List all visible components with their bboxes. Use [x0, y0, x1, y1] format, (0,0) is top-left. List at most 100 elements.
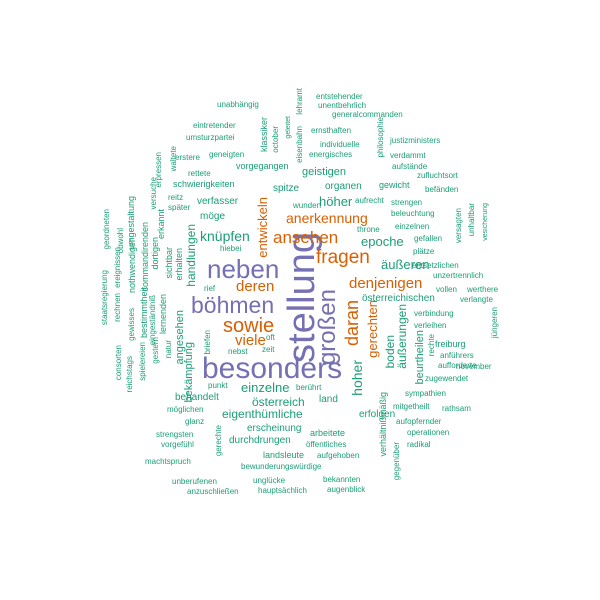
- word: operationen: [407, 428, 450, 437]
- word: consorten: [114, 345, 123, 381]
- word: höher: [319, 194, 353, 209]
- word: natur: [164, 340, 173, 359]
- word: sowie: [223, 315, 275, 337]
- word: verfasser: [197, 196, 239, 207]
- word: geleitet: [285, 116, 292, 139]
- word: durchdrungen: [229, 435, 291, 446]
- word: gerechte: [214, 425, 223, 457]
- word: versagten: [454, 208, 463, 244]
- word: strengen: [391, 198, 423, 207]
- word: umgestaltung: [126, 196, 136, 251]
- word: individuelle: [320, 140, 360, 149]
- word: organen: [325, 181, 362, 192]
- word: österreich: [252, 395, 305, 409]
- word: landsleute: [263, 450, 305, 460]
- word: unhaltbar: [467, 203, 476, 237]
- word: gegenüber: [392, 442, 401, 481]
- word: sympathien: [405, 389, 446, 398]
- word: aufopfernder: [396, 417, 442, 426]
- word: erhalten: [174, 248, 184, 281]
- word: erfolgen: [359, 409, 396, 420]
- word: november: [456, 362, 492, 371]
- word: unberufenen: [172, 477, 217, 486]
- word: rechte: [427, 334, 436, 357]
- word: eisenbahn: [295, 126, 304, 163]
- word: daran: [342, 300, 362, 347]
- word: hoher: [349, 360, 365, 396]
- word: unentbehrlich: [318, 101, 367, 110]
- word: throne: [357, 225, 380, 234]
- word: einzelne: [241, 380, 290, 395]
- word: viele: [235, 332, 266, 349]
- word: aufgehoben: [317, 451, 360, 460]
- word: zeit: [262, 345, 275, 354]
- word: gewisses: [127, 308, 136, 341]
- word: mitgetheilt: [393, 402, 430, 411]
- word: entsetzlichen: [412, 261, 459, 270]
- word: lernenden: [158, 294, 168, 335]
- word: erscheinung: [247, 423, 302, 434]
- word: bewunderungswürdige: [241, 462, 322, 471]
- word: umsturzpartei: [186, 133, 235, 142]
- word: anzuschließen: [187, 487, 239, 496]
- word: epoche: [361, 234, 404, 249]
- word: ansehen: [273, 228, 339, 247]
- word: deren: [236, 278, 275, 295]
- word: dortigen: [150, 237, 160, 270]
- word: justizministers: [390, 136, 441, 145]
- word: bekannten: [323, 475, 361, 484]
- word: vesicherung: [482, 203, 489, 241]
- word: eintretender: [193, 121, 236, 130]
- word: vorgegangen: [236, 161, 289, 171]
- word: unglücke: [253, 476, 286, 485]
- word: gestern: [151, 337, 160, 364]
- word: klassiker: [259, 117, 269, 153]
- word: aufrecht: [355, 196, 384, 205]
- word: october: [271, 126, 280, 153]
- word: großen: [314, 289, 341, 366]
- word: erpressen: [154, 152, 163, 188]
- word: machtspruch: [145, 457, 191, 466]
- word: anerkennung: [286, 210, 368, 226]
- word: arbeitete: [310, 428, 346, 438]
- word: verbindung: [414, 309, 454, 318]
- word: hiebei: [220, 244, 242, 253]
- word: plätze: [413, 247, 435, 256]
- word: rief: [204, 284, 216, 293]
- word: entwickeln: [255, 197, 270, 258]
- word: ernsthaften: [311, 126, 352, 135]
- word: spielereien: [138, 342, 147, 381]
- word: erstere: [175, 153, 200, 162]
- word: äußerungen: [395, 304, 409, 369]
- word: punkt: [208, 381, 228, 390]
- word: befänden: [425, 185, 459, 194]
- word: verleihen: [414, 321, 447, 330]
- word: obwohl: [116, 228, 125, 254]
- word: oft: [266, 333, 275, 342]
- word: lehramt: [295, 88, 304, 115]
- word: aufstände: [392, 162, 428, 171]
- word: fragen: [316, 247, 370, 268]
- word: rechnen: [113, 293, 122, 322]
- word: glanz: [185, 417, 205, 426]
- word: verhältnißmäßig: [378, 392, 388, 457]
- word: land: [319, 394, 338, 405]
- word: hauptsächlich: [258, 486, 307, 495]
- word: freiburg: [435, 339, 466, 349]
- word: briefen: [203, 330, 212, 355]
- word: öffentliches: [306, 440, 347, 449]
- word: besonders: [202, 352, 343, 385]
- word: möge: [200, 211, 226, 222]
- word: schwierigkeiten: [173, 179, 235, 189]
- word: anführers: [440, 351, 474, 360]
- word: geistigen: [302, 166, 347, 178]
- word: denjenigen: [349, 275, 423, 292]
- word: berührt: [296, 383, 322, 392]
- word: philosophie: [376, 117, 385, 158]
- word: böhmen: [191, 292, 275, 318]
- word: staatsregierung: [100, 270, 109, 326]
- word: gerechten: [365, 300, 380, 358]
- word: gefallen: [414, 234, 443, 243]
- word: generalcommanden: [332, 110, 403, 119]
